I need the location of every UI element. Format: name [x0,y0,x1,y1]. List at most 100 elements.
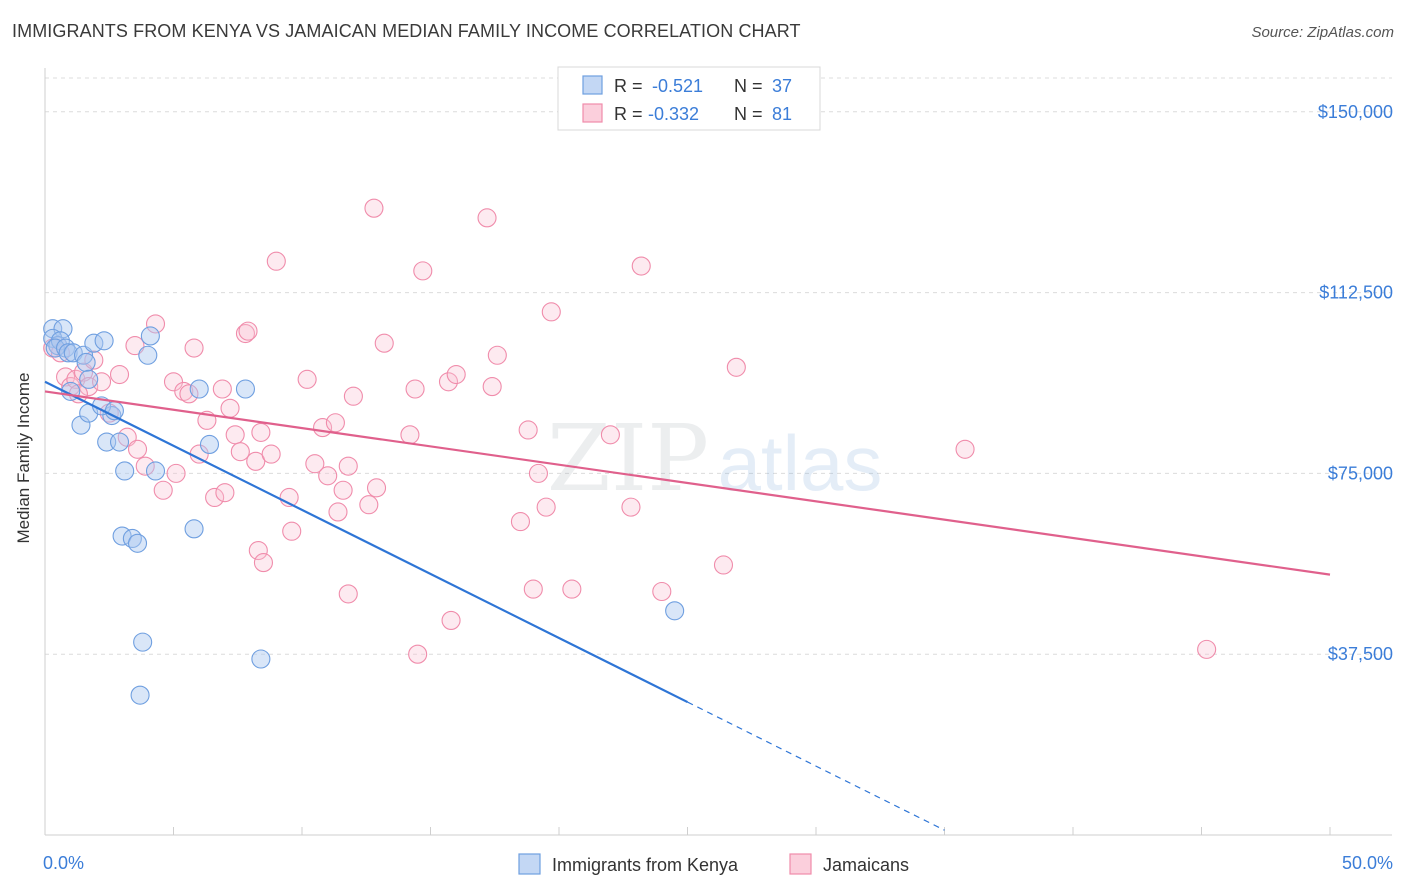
jamaicans-point [230,442,250,462]
jamaicans-point [145,314,166,334]
kenya-point [115,461,135,481]
stats-n-value-blue: 37 [772,76,792,96]
kenya-point [199,434,220,454]
stats-r-label-pink: R = [614,104,648,124]
jamaicans-point [305,454,325,474]
kenya-point [71,415,91,435]
jamaicans-point [400,425,420,445]
kenya-point [127,533,148,553]
stats-r-label-blue: R = [614,76,648,96]
watermark-zip: ZIP [547,405,709,512]
jamaicans-point [600,425,620,445]
jamaicans-point [79,377,99,397]
jamaicans-point [238,321,258,341]
kenya-point [94,331,114,351]
legend: Immigrants from Kenya Jamaicans [518,853,909,875]
legend-label-kenya: Immigrants from Kenya [552,855,739,875]
jamaicans-point [1197,639,1217,659]
jamaicans-point [153,480,173,500]
jamaicans-point [713,555,734,575]
kenya-trend-line [44,380,688,704]
x-tick-labels: 0.0% 50.0% [43,853,1393,873]
legend-swatch-jamaicans [789,853,812,875]
kenya-point [133,632,153,652]
stats-swatch-pink [582,103,603,123]
jamaicans-point [541,302,561,322]
trend-lines [44,380,1331,831]
jamaicans-trend-line [44,390,1331,576]
jamaicans-point [251,422,271,442]
jamaicans-point [328,502,348,522]
jamaicans-point [487,345,507,365]
jamaicans-point [333,480,353,500]
jamaicans-point [621,497,641,517]
kenya-points [43,319,685,705]
kenya-trend-extension [687,701,945,831]
stats-r-value-blue: -0.521 [652,76,703,96]
kenya-point [76,352,96,373]
y-tick-label: $37,500 [1328,644,1393,664]
jamaicans-point [510,512,531,532]
kenya-point [251,649,271,669]
jamaicans-point [364,198,384,218]
stats-swatch-blue [582,75,603,95]
jamaicans-point [235,323,256,344]
watermark-atlas: atlas [718,419,883,507]
kenya-point [145,461,166,481]
kenya-point [138,345,158,365]
stats-n-label-pink: N = [734,104,768,124]
jamaicans-point [212,379,232,399]
y-tick-label: $112,500 [1319,283,1393,303]
jamaicans-point [652,581,672,602]
stats-n-label-blue: N = [734,76,768,96]
jamaicans-point [374,333,394,353]
kenya-point [235,379,256,399]
jamaicans-point [205,487,225,508]
y-tick-label: $150,000 [1318,102,1393,122]
jamaicans-point [179,384,199,404]
kenya-point [189,379,209,399]
kenya-point [109,432,130,452]
kenya-point [665,601,685,621]
jamaicans-point [225,425,245,445]
jamaicans-point [631,256,651,276]
kenya-point [58,343,78,363]
jamaicans-point [174,381,194,401]
jamaicans-point [523,579,543,599]
chart-title: IMMIGRANTS FROM KENYA VS JAMAICAN MEDIAN… [12,21,801,41]
jamaicans-point [163,372,184,392]
jamaicans-point [518,420,538,440]
jamaicans-point [125,336,145,356]
jamaicans-point [253,553,274,573]
jamaicans-point [325,413,345,433]
watermark: ZIP atlas [547,405,882,512]
jamaicans-point [109,364,130,385]
jamaicans-point [366,478,387,498]
jamaicans-point [248,540,268,561]
jamaicans-point [477,208,497,228]
jamaicans-point [297,369,317,389]
kenya-point [140,326,160,346]
jamaicans-point [408,644,428,664]
chart-source: Source: ZipAtlas.com [1251,24,1394,41]
jamaicans-point [184,338,204,358]
jamaicans-point [438,372,459,392]
jamaicans-point [446,364,466,385]
y-tick-labels: $37,500 $75,000 $112,500 $150,000 [1318,102,1393,664]
jamaicans-point [220,398,240,418]
jamaicans-point [282,521,302,541]
axes [44,68,1392,836]
kenya-point [45,338,65,358]
jamaicans-point [359,495,379,515]
jamaicans-point [215,483,235,503]
jamaicans-point [246,451,266,471]
jamaicans-point [413,261,433,281]
jamaicans-point [562,579,582,599]
x-tick-label: 0.0% [43,853,84,873]
jamaicans-point [343,386,363,406]
jamaicans-point [135,456,155,476]
jamaicans-point [726,357,746,377]
jamaicans-point [318,466,338,486]
y-tick-label: $75,000 [1328,463,1393,483]
jamaicans-point [266,251,286,271]
